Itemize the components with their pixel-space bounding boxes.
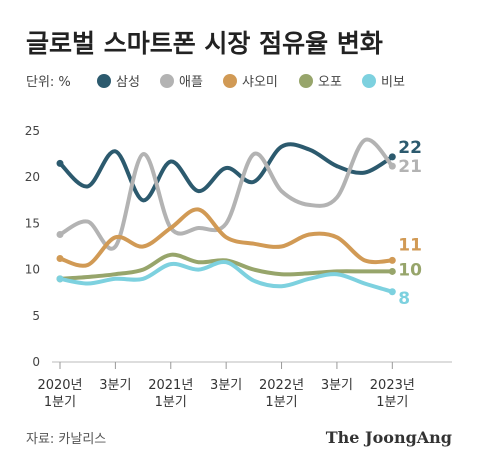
legend-swatch-2 — [223, 74, 237, 88]
x-tick-4-0: 2022년 — [259, 378, 304, 393]
x-tick-0-1: 1분기 — [44, 395, 76, 410]
unit-label: 단위: % — [26, 75, 71, 90]
series-line-1 — [58, 137, 395, 251]
series-start-point-4 — [56, 275, 64, 283]
x-tick-1-0: 3분기 — [99, 378, 131, 393]
y-tick-5: 25 — [25, 124, 40, 138]
x-tick-3-0: 3분기 — [210, 378, 242, 393]
legend-swatch-3 — [299, 74, 313, 88]
x-tick-4-1: 1분기 — [265, 395, 297, 410]
legend: 삼성 애플 샤오미 오포 비보 — [97, 74, 405, 90]
chart-title: 글로벌 스마트폰 시장 점유율 변화 — [26, 29, 383, 58]
source-note: 자료: 카날리스 — [26, 432, 106, 447]
y-axis: 0 5 10 15 20 25 — [25, 124, 452, 369]
series-end-point-2 — [388, 256, 396, 264]
series-start-point-0 — [56, 159, 64, 167]
y-tick-1: 5 — [32, 309, 40, 323]
legend-label-1: 애플 — [179, 75, 203, 90]
end-label-1: 21 — [398, 157, 422, 177]
series-line-4 — [58, 259, 395, 294]
end-label-2: 11 — [398, 235, 422, 255]
x-tick-6-0: 2023년 — [370, 378, 415, 393]
x-axis: 2020년 1분기 3분기 2021년 1분기 3분기 2022년 1분기 3분기 2023년 1분… — [37, 362, 415, 410]
legend-label-4: 비보 — [381, 75, 405, 90]
x-tick-5-0: 3분기 — [321, 378, 353, 393]
y-tick-2: 10 — [25, 263, 40, 277]
end-label-0: 22 — [398, 138, 422, 158]
legend-swatch-4 — [362, 74, 376, 88]
end-label-4: 8 — [398, 289, 410, 309]
series-line-2 — [58, 207, 395, 268]
y-tick-0: 0 — [32, 355, 40, 369]
legend-swatch-1 — [160, 74, 174, 88]
legend-label-0: 삼성 — [116, 75, 140, 90]
series-start-point-1 — [56, 230, 64, 238]
series-start-point-2 — [56, 255, 64, 263]
series-end-point-0 — [388, 153, 396, 161]
end-label-3: 10 — [398, 260, 422, 280]
y-tick-3: 15 — [25, 216, 40, 230]
series-end-point-3 — [388, 267, 396, 275]
legend-label-3: 오포 — [318, 75, 342, 90]
series-end-point-4 — [388, 288, 396, 296]
x-tick-2-0: 2021년 — [148, 378, 193, 393]
y-tick-4: 20 — [25, 170, 40, 184]
x-tick-0-0: 2020년 — [37, 378, 82, 393]
x-tick-6-1: 1분기 — [376, 395, 408, 410]
x-tick-2-1: 1분기 — [155, 395, 187, 410]
series-end-point-1 — [388, 162, 396, 170]
legend-swatch-0 — [97, 74, 111, 88]
brand-logo: The JoongAng — [326, 428, 452, 447]
series-lines — [56, 137, 396, 296]
series-line-0 — [58, 142, 395, 203]
legend-label-2: 샤오미 — [242, 75, 278, 90]
